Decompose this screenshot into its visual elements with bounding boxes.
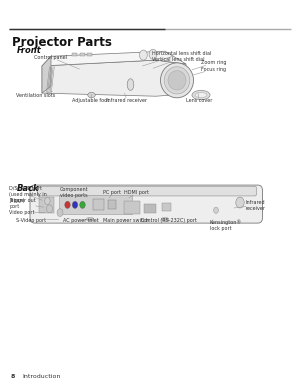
Circle shape xyxy=(45,197,50,204)
FancyBboxPatch shape xyxy=(30,185,262,223)
Text: Control (RS-232C) port: Control (RS-232C) port xyxy=(141,218,197,223)
Text: S-Video port: S-Video port xyxy=(16,218,59,223)
Text: Infrared receiver: Infrared receiver xyxy=(106,93,148,103)
FancyBboxPatch shape xyxy=(38,186,256,196)
Text: Zoom ring: Zoom ring xyxy=(192,61,226,70)
Text: Control panel: Control panel xyxy=(34,55,80,69)
Text: Ventilation slots: Ventilation slots xyxy=(16,92,56,98)
Text: Kensington®
lock port: Kensington® lock port xyxy=(210,219,242,231)
Ellipse shape xyxy=(127,79,134,90)
Circle shape xyxy=(236,197,244,208)
Circle shape xyxy=(46,205,52,213)
Bar xyxy=(108,200,116,209)
Text: Back: Back xyxy=(16,184,39,193)
Bar xyxy=(162,203,171,211)
Text: Adjustable foot: Adjustable foot xyxy=(72,94,109,103)
Bar xyxy=(72,53,77,56)
Text: Vertical lens shift dial: Vertical lens shift dial xyxy=(152,57,204,68)
Bar xyxy=(144,204,156,213)
Ellipse shape xyxy=(160,63,194,98)
Circle shape xyxy=(57,209,63,217)
Text: 8: 8 xyxy=(11,374,15,379)
Circle shape xyxy=(65,201,70,208)
Text: Focus ring: Focus ring xyxy=(194,67,226,75)
Circle shape xyxy=(149,49,157,59)
Circle shape xyxy=(214,207,218,213)
Ellipse shape xyxy=(161,217,169,221)
Text: Main power switch: Main power switch xyxy=(103,218,149,223)
Text: Trigger out
port: Trigger out port xyxy=(9,198,44,209)
Text: PC port: PC port xyxy=(103,190,122,198)
Ellipse shape xyxy=(88,92,95,98)
PathPatch shape xyxy=(42,60,186,96)
Bar xyxy=(124,201,140,214)
Ellipse shape xyxy=(192,90,210,100)
Text: Introduction: Introduction xyxy=(22,374,61,379)
Text: Infrared
receiver: Infrared receiver xyxy=(234,200,266,211)
Circle shape xyxy=(72,201,78,208)
PathPatch shape xyxy=(42,51,186,66)
Text: Front: Front xyxy=(16,46,41,55)
Text: Component
video ports: Component video ports xyxy=(60,187,88,198)
Circle shape xyxy=(140,50,147,60)
Circle shape xyxy=(80,201,85,208)
Ellipse shape xyxy=(195,93,207,97)
Text: Video port: Video port xyxy=(9,210,45,215)
Text: Horizontal lens shift dial: Horizontal lens shift dial xyxy=(142,51,211,66)
Text: Projector Parts: Projector Parts xyxy=(12,36,112,49)
Ellipse shape xyxy=(164,67,190,94)
Text: AC power inlet: AC power inlet xyxy=(63,218,99,223)
Ellipse shape xyxy=(168,71,186,90)
Bar xyxy=(80,53,85,56)
PathPatch shape xyxy=(42,56,51,93)
Ellipse shape xyxy=(86,217,94,221)
Bar xyxy=(39,197,54,213)
Text: D/SCART port
(used mainly in
Japan): D/SCART port (used mainly in Japan) xyxy=(9,187,47,203)
Text: HDMI port: HDMI port xyxy=(124,190,149,198)
Bar xyxy=(87,53,92,56)
Text: Lens cover: Lens cover xyxy=(186,93,212,103)
Bar xyxy=(58,195,132,214)
Bar xyxy=(93,199,104,210)
